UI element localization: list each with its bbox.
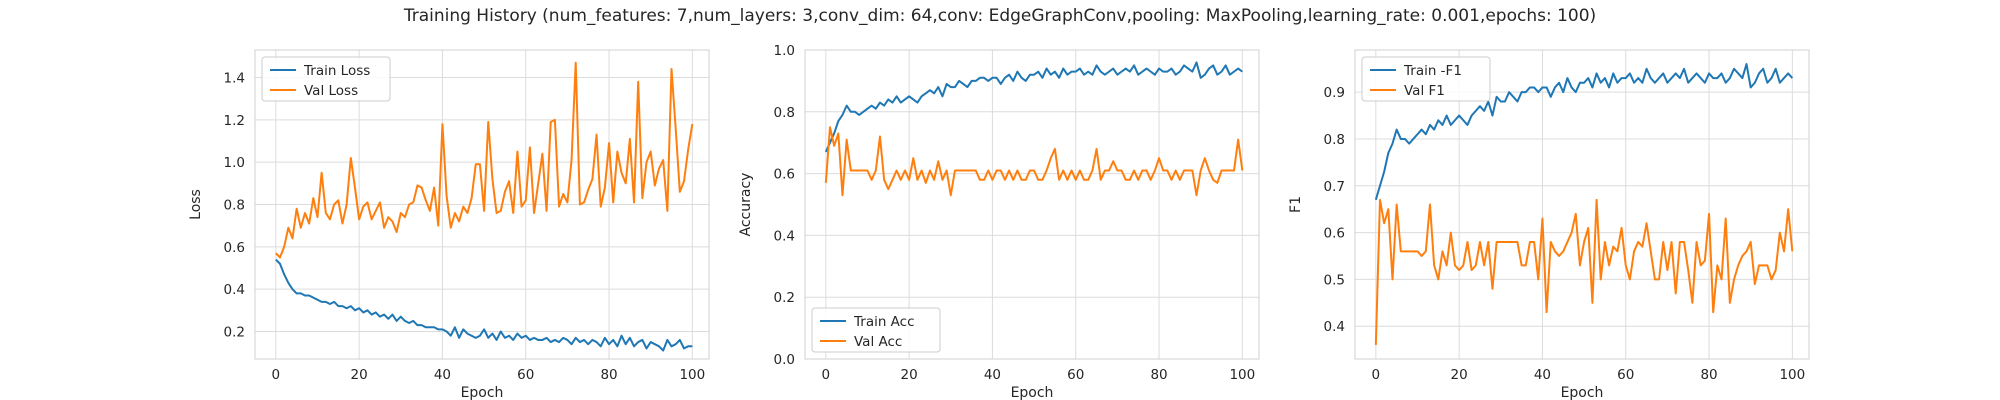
loss-y-tick-label: 1.4 xyxy=(224,71,245,87)
loss-x-tick-label: 100 xyxy=(679,367,705,383)
accuracy-chart: 0 20 40 60 80 100 0.0 0.2 0.4 0.6 0.8 1.0 Epoch Accur… xyxy=(738,43,1260,400)
loss-x-tick-label: 60 xyxy=(517,367,534,383)
f1-y-tick-label: 0.4 xyxy=(1324,319,1345,335)
f1-x-axis-label: Epoch xyxy=(1561,385,1604,400)
acc-x-tick-label: 20 xyxy=(901,367,918,383)
f1-plot-frame xyxy=(1354,49,1810,360)
loss-chart: 0 20 40 60 80 100 0.2 0.4 0.6 0.8 1.0 1.2 1.4 Epoch Lo… xyxy=(188,49,710,400)
loss-series-1-line xyxy=(275,61,694,259)
acc-y-axis-label: Accuracy xyxy=(738,173,754,237)
loss-y-tick-label: 0.8 xyxy=(224,198,245,214)
acc-series-0-line xyxy=(824,61,1243,153)
acc-y-tick-label: 1.0 xyxy=(774,43,795,59)
loss-x-tick-label: 40 xyxy=(434,367,451,383)
acc-series-1-line xyxy=(824,126,1244,197)
loss-y-axis-label: Loss xyxy=(188,189,204,220)
acc-plot-frame xyxy=(804,49,1260,360)
acc-legend: Train Acc Val Acc xyxy=(811,307,941,353)
f1-legend-label-0: Train -F1 xyxy=(1403,63,1462,79)
f1-x-tick-label: 100 xyxy=(1779,367,1805,383)
f1-chart: 0 20 40 60 80 100 0.4 0.5 0.6 0.7 0.8 0.9 Epoch F1 Tra… xyxy=(1288,49,1810,400)
loss-y-tick-label: 0.6 xyxy=(224,240,245,256)
acc-legend-label-0: Train Acc xyxy=(853,314,915,330)
acc-x-tick-label: 60 xyxy=(1067,367,1084,383)
acc-x-tick-label: 40 xyxy=(984,367,1001,383)
f1-x-tick-label: 0 xyxy=(1372,367,1381,383)
acc-x-tick-label: 100 xyxy=(1229,367,1255,383)
acc-y-tick-label: 0.2 xyxy=(774,290,795,306)
loss-x-tick-label: 20 xyxy=(351,367,368,383)
acc-x-tick-label: 0 xyxy=(822,367,831,383)
f1-x-tick-label: 80 xyxy=(1700,367,1717,383)
loss-series-0-line xyxy=(275,258,693,352)
f1-y-tick-label: 0.7 xyxy=(1324,179,1345,195)
loss-x-axis-label: Epoch xyxy=(461,385,504,400)
loss-legend-label-1: Val Loss xyxy=(304,83,358,99)
f1-series-1-line xyxy=(1374,198,1794,345)
loss-y-tick-label: 0.2 xyxy=(224,324,245,340)
acc-y-tick-label: 0.0 xyxy=(774,352,795,368)
f1-y-axis-label: F1 xyxy=(1288,196,1304,213)
acc-y-tick-label: 0.4 xyxy=(774,228,795,244)
acc-y-tick-label: 0.8 xyxy=(774,105,795,121)
acc-legend-label-1: Val Acc xyxy=(854,334,902,350)
acc-x-axis-label: Epoch xyxy=(1011,385,1054,400)
acc-x-tick-label: 80 xyxy=(1150,367,1167,383)
loss-plot-frame xyxy=(254,49,710,360)
f1-y-tick-label: 0.5 xyxy=(1324,272,1345,288)
f1-x-tick-label: 40 xyxy=(1534,367,1551,383)
f1-x-tick-label: 20 xyxy=(1451,367,1468,383)
loss-y-tick-label: 0.4 xyxy=(224,282,245,298)
acc-y-tick-label: 0.6 xyxy=(774,167,795,183)
loss-y-tick-label: 1.0 xyxy=(224,155,245,171)
f1-y-tick-label: 0.6 xyxy=(1324,226,1345,242)
f1-y-tick-label: 0.9 xyxy=(1324,85,1345,101)
figure-suptitle: Training History (num_features: 7,num_la… xyxy=(403,6,1596,26)
f1-series-0-line xyxy=(1374,63,1794,201)
loss-legend-label-0: Train Loss xyxy=(303,63,370,79)
loss-legend: Train Loss Val Loss xyxy=(261,56,391,102)
f1-y-tick-label: 0.8 xyxy=(1324,132,1345,148)
f1-legend-label-1: Val F1 xyxy=(1404,83,1445,99)
f1-x-tick-label: 60 xyxy=(1617,367,1634,383)
loss-y-tick-label: 1.2 xyxy=(224,113,245,129)
loss-x-tick-label: 0 xyxy=(272,367,281,383)
f1-legend: Train -F1 Val F1 xyxy=(1361,56,1491,102)
loss-x-tick-label: 80 xyxy=(600,367,617,383)
